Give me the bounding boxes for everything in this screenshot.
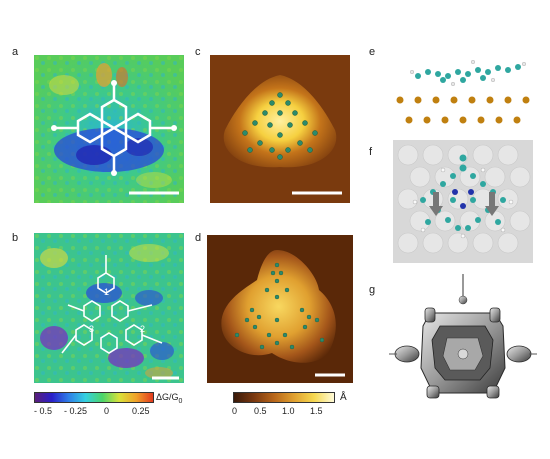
colorbar-didv-tick: - 0.5 [34,406,53,416]
panel-label-d: d [195,232,202,244]
isosurface-g [389,274,537,399]
marker-1: 1 [104,287,109,297]
didv-map-b: 1 2 3 [34,233,184,383]
marker-3: 3 [89,324,94,334]
topography-d [207,235,353,383]
arrow-icon [429,192,499,216]
panel-e-side-view [388,50,538,135]
panel-label-b: b [12,232,19,244]
colorbar-height [233,392,335,403]
panel-c-topography [210,55,350,203]
panel-a-didv-map [34,55,184,203]
colorbar-didv-tick: 0.25 [132,406,150,416]
side-view-e [396,59,530,124]
molecule-side-e [415,64,521,83]
molecule-overlay-c [242,92,318,160]
colorbar-height-tick: 1.5 [310,406,323,416]
molecule-overlay-a [54,83,174,173]
gold-surface-e [396,96,530,124]
colorbar-didv-unit: ΔG/G0 [156,392,183,405]
colorbar-didv-tick: 0 [104,406,110,416]
panel-label-g: g [369,284,376,296]
marker-2: 2 [140,324,145,334]
colorbar-didv-tick: - 0.25 [64,406,88,416]
colorbar-height-tick: 0.5 [254,406,267,416]
top-view-f [393,140,533,263]
colorbar-height-tick: 0 [232,406,238,416]
panel-label-e: e [369,46,376,58]
panel-g-isosurface [385,268,540,408]
colorbar-didv [34,392,154,403]
panel-b-didv-map: 1 2 3 [34,233,184,383]
didv-map-a [34,55,184,203]
panel-f-top-view [393,140,533,263]
panel-label-a: a [12,46,19,58]
topography-c [210,55,350,203]
colorbar-height-unit: Å [340,392,347,403]
panel-d-topography [207,235,353,383]
panel-label-f: f [369,146,373,158]
molecule-overlay-d [234,262,325,350]
panel-label-c: c [195,46,201,58]
molecule-overlay-b [61,255,163,354]
colorbar-height-tick: 1.0 [282,406,295,416]
